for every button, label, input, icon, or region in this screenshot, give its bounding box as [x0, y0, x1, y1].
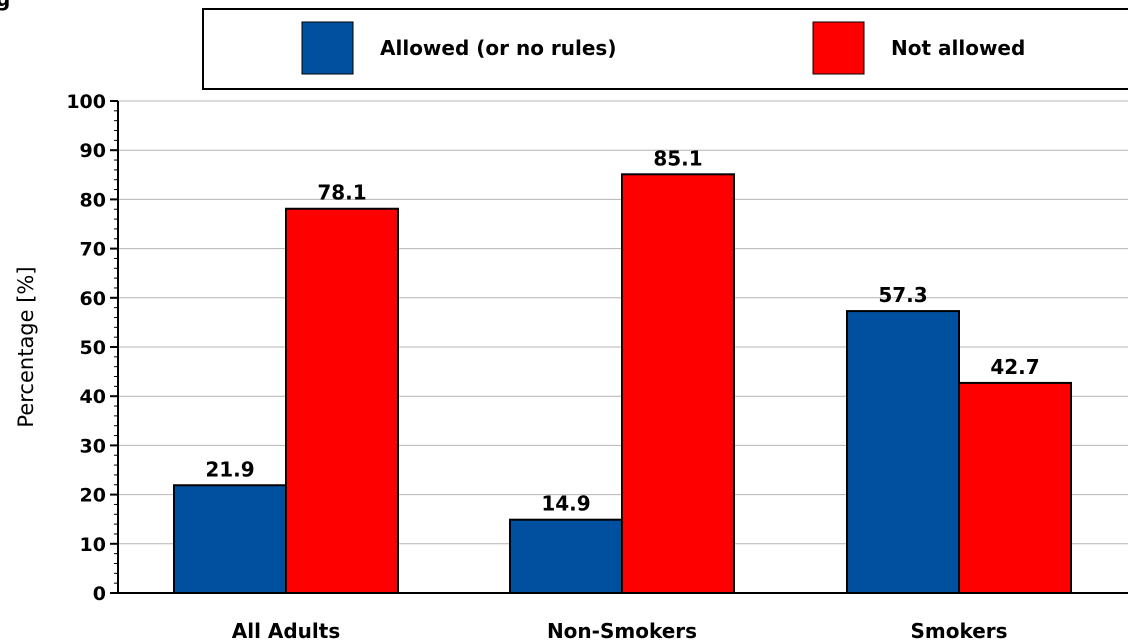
y-axis-tick-labels: 0 10 20 30 40 50 60 70 80 90 100 [66, 91, 106, 605]
y-tick-label: 40 [80, 386, 106, 408]
bar-allowed-0 [173, 484, 287, 595]
y-axis-title: Percentage [%] [14, 266, 38, 427]
y-tick-label: 30 [80, 435, 106, 457]
value-label: 85.1 [653, 146, 702, 170]
bar-not-allowed-0 [285, 207, 399, 595]
value-labels: 21.9 14.9 57.3 78.1 85.1 42.7 [205, 146, 1039, 515]
y-tick-label: 60 [80, 288, 106, 310]
value-label: 14.9 [541, 492, 590, 516]
y-tick-label: 10 [80, 534, 106, 556]
bars [173, 173, 1072, 595]
legend-swatch-not-allowed [812, 21, 865, 75]
bar-allowed-1 [509, 518, 623, 595]
x-tick-label: Non-Smokers [547, 619, 697, 643]
value-label: 21.9 [205, 457, 254, 481]
clipped-title-fragment: g [0, 0, 10, 11]
bar-not-allowed-2 [958, 381, 1072, 594]
legend-box [202, 8, 1128, 90]
bar-allowed-2 [846, 310, 960, 594]
bar-not-allowed-1 [621, 173, 735, 594]
y-tick-label: 80 [80, 189, 106, 211]
x-tick-label: Smokers [910, 619, 1007, 643]
legend: Allowed (or no rules) Not allowed [202, 8, 1128, 90]
y-tick-label: 20 [80, 485, 106, 507]
y-tick-label: 70 [80, 239, 106, 261]
legend-label-allowed: Allowed (or no rules) [380, 36, 616, 60]
legend-label-not-allowed: Not allowed [891, 36, 1025, 60]
x-tick-label: All Adults [232, 619, 341, 643]
y-axis-ticks [110, 100, 118, 594]
y-tick-label: 50 [80, 337, 106, 359]
value-label: 78.1 [317, 181, 366, 205]
legend-swatch-allowed [301, 21, 354, 75]
y-tick-label: 0 [93, 583, 106, 605]
value-label: 57.3 [878, 283, 927, 307]
y-tick-label: 90 [80, 140, 106, 162]
x-axis-tick-labels: All Adults Non-Smokers Smokers [232, 619, 1008, 643]
y-tick-label: 100 [66, 91, 106, 113]
value-label: 42.7 [990, 355, 1039, 379]
